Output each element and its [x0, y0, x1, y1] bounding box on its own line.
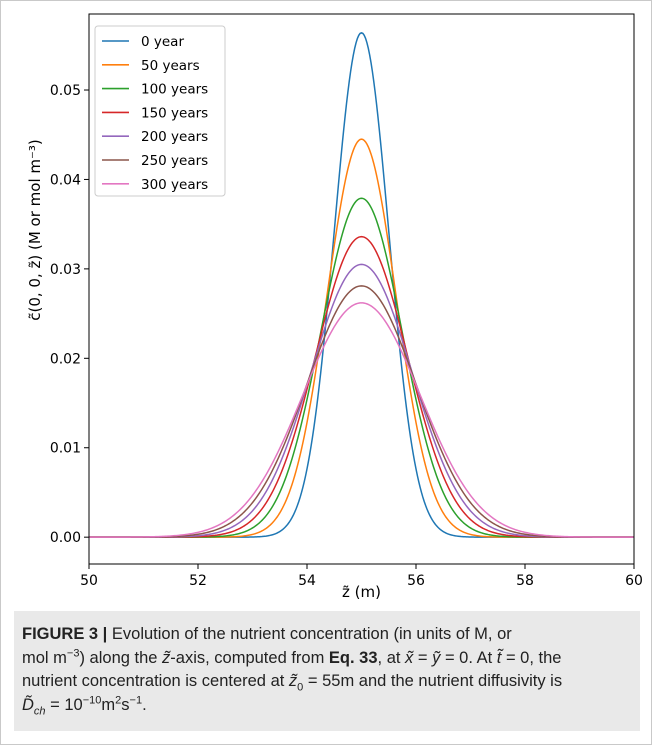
legend: 0 year 50 years 100 years 150 years 200 year… — [94, 25, 226, 197]
y-axis: 0.00 0.01 0.02 0.03 0.04 0.05 — [50, 83, 89, 546]
x-tick-label: 60 — [625, 573, 643, 589]
legend-label: 50 years — [141, 58, 200, 74]
legend-label: 150 years — [141, 105, 208, 121]
x-axis-label: z̃ (m) — [342, 583, 381, 601]
caption-line-1: FIGURE 3 | Evolution of the nutrient con… — [22, 625, 512, 643]
y-tick-label: 0.03 — [50, 262, 81, 278]
caption-equation-ref: Eq. 33 — [328, 648, 378, 667]
series-line-4 — [89, 263, 634, 538]
caption-line-3: nutrient concentration is centered at z̃… — [22, 672, 563, 694]
y-tick-label: 0.00 — [50, 530, 81, 546]
x-tick-label: 56 — [407, 573, 425, 589]
series-line-6 — [89, 302, 634, 538]
caption-line-4: D̃ch = 10−10m2s−1. — [22, 694, 147, 717]
y-tick-label: 0.01 — [50, 441, 81, 457]
x-tick-label: 52 — [189, 573, 207, 589]
series-line-5 — [89, 285, 634, 538]
x-tick-label: 58 — [516, 573, 534, 589]
caption-figure-label: FIGURE 3 | — [22, 625, 108, 643]
legend-box — [94, 25, 226, 197]
series-line-2 — [89, 197, 634, 538]
series-line-3 — [89, 235, 634, 538]
legend-label: 0 year — [141, 34, 184, 50]
x-axis: 50 52 54 56 58 60 — [80, 564, 643, 589]
y-tick-label: 0.05 — [50, 83, 81, 99]
plot-frame — [88, 13, 635, 565]
figure-caption: FIGURE 3 | Evolution of the nutrient con… — [14, 611, 640, 731]
caption-line-2: mol m−3) along the z̃-axis, computed fro… — [22, 647, 562, 667]
x-tick-label: 54 — [298, 573, 316, 589]
line-chart: 50 52 54 56 58 60 0.00 0.01 0.02 0.03 0.04 0.05 z̃… — [26, 13, 643, 601]
legend-label: 300 years — [141, 177, 208, 193]
legend-items: 0 year 50 years 100 years 150 years 200 year… — [102, 34, 208, 193]
y-axis-label: c̃(0, 0, z̃) (M or mol m⁻³) — [26, 139, 44, 321]
legend-label: 100 years — [141, 82, 208, 98]
legend-label: 200 years — [141, 129, 208, 145]
series-layer — [89, 31, 634, 538]
y-tick-label: 0.02 — [50, 351, 81, 367]
legend-label: 250 years — [141, 153, 208, 169]
y-tick-label: 0.04 — [50, 172, 81, 188]
x-tick-label: 50 — [80, 573, 98, 589]
